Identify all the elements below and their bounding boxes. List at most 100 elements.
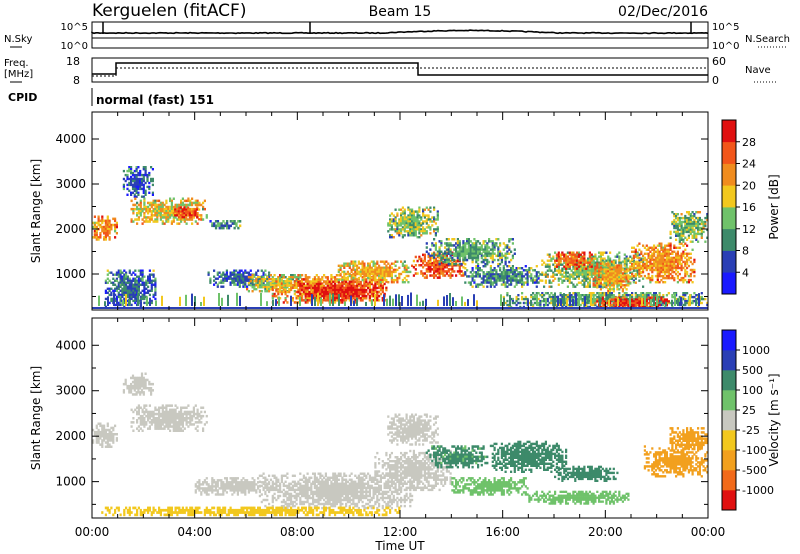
power-cell [497,238,499,241]
power-cell [690,257,692,259]
power-cell [490,279,492,281]
power-cell [439,263,441,266]
power-cell [424,264,426,267]
power-cell [699,223,701,225]
power-cell [506,265,508,267]
power-cell [358,273,360,275]
power-cell [352,287,354,289]
power-cell [116,274,118,276]
power-cell [132,220,134,223]
power-cell [406,279,408,281]
power-cell [457,257,459,260]
power-cell [451,259,453,262]
power-cell [206,216,208,219]
power-cell [303,283,305,285]
noise-right-tick-high: 10^5 [712,22,739,33]
power-cell [393,236,395,238]
power-cell [506,275,508,277]
power-cell [494,286,496,288]
power-cell [283,276,285,279]
power-cell [501,283,503,285]
power-cell [281,287,283,290]
power-cell [374,289,376,291]
power-cell [589,274,591,276]
power-cell [536,286,538,288]
power-cell [440,244,442,247]
power-cell [681,213,683,215]
power-cell [534,279,536,281]
power-cell [649,269,651,271]
power-cell [341,299,343,301]
power-cell [116,290,118,292]
power-cell [528,267,530,269]
power-cell [435,222,437,224]
power-cell [558,284,560,286]
power-cell [173,198,175,201]
power-cell [380,281,382,283]
power-cell [644,259,646,261]
power-cell [358,271,360,273]
power-cell [369,297,371,299]
power-cell [506,246,508,249]
power-cell [341,271,343,273]
power-cell [530,267,532,269]
power-cell [281,274,283,277]
power-cell [433,209,435,211]
power-cell [677,267,679,269]
power-cell [378,295,380,297]
power-cell [153,270,155,272]
power-cell [673,245,675,247]
power-cell [451,253,453,256]
power-cell [345,277,347,279]
power-cell [600,274,602,276]
power-cell [110,228,112,231]
power-cell [670,233,672,235]
power-cell [396,269,398,271]
power-cell [512,275,514,277]
power-cell [123,188,125,190]
power-cell [325,287,327,289]
power-cell [418,264,420,267]
power-cell [666,271,668,273]
power-cell [369,275,371,277]
noise-panel: N.Sky 10^5 10^0 10^5 10^0 N.Search [4,22,790,52]
power-cell [413,274,415,277]
power-cell [435,218,437,220]
power-cell [132,272,134,274]
power-cell [523,298,525,300]
power-cell [572,286,574,288]
power-cell [185,208,187,210]
power-cell [671,261,673,263]
power-cell [521,292,523,294]
power-cell [127,296,129,298]
power-cell [402,222,404,224]
power-cell [545,276,547,278]
power-cell [633,257,635,259]
power-cell [415,268,417,271]
power-cell [589,256,591,258]
power-cell [431,224,433,226]
power-cell [561,270,563,272]
power-cell [545,266,547,268]
power-cell [682,241,684,243]
frequency-trace [92,63,708,75]
power-cell [418,236,420,238]
power-cell [252,276,254,278]
power-cell [490,248,492,251]
power-cell [596,286,598,288]
power-cell [688,253,690,255]
power-cell [369,263,371,265]
power-cell [448,238,450,241]
power-cell [514,253,516,256]
power-cell [473,281,475,283]
power-cell [692,241,694,243]
power-cell [407,209,409,211]
power-cell [484,259,486,262]
power-cell [121,272,123,274]
power-cell [319,283,321,285]
power-cell [655,281,657,283]
power-cell [182,198,184,201]
power-cell [123,170,125,172]
power-cell [402,265,404,267]
power-cell [550,270,552,272]
